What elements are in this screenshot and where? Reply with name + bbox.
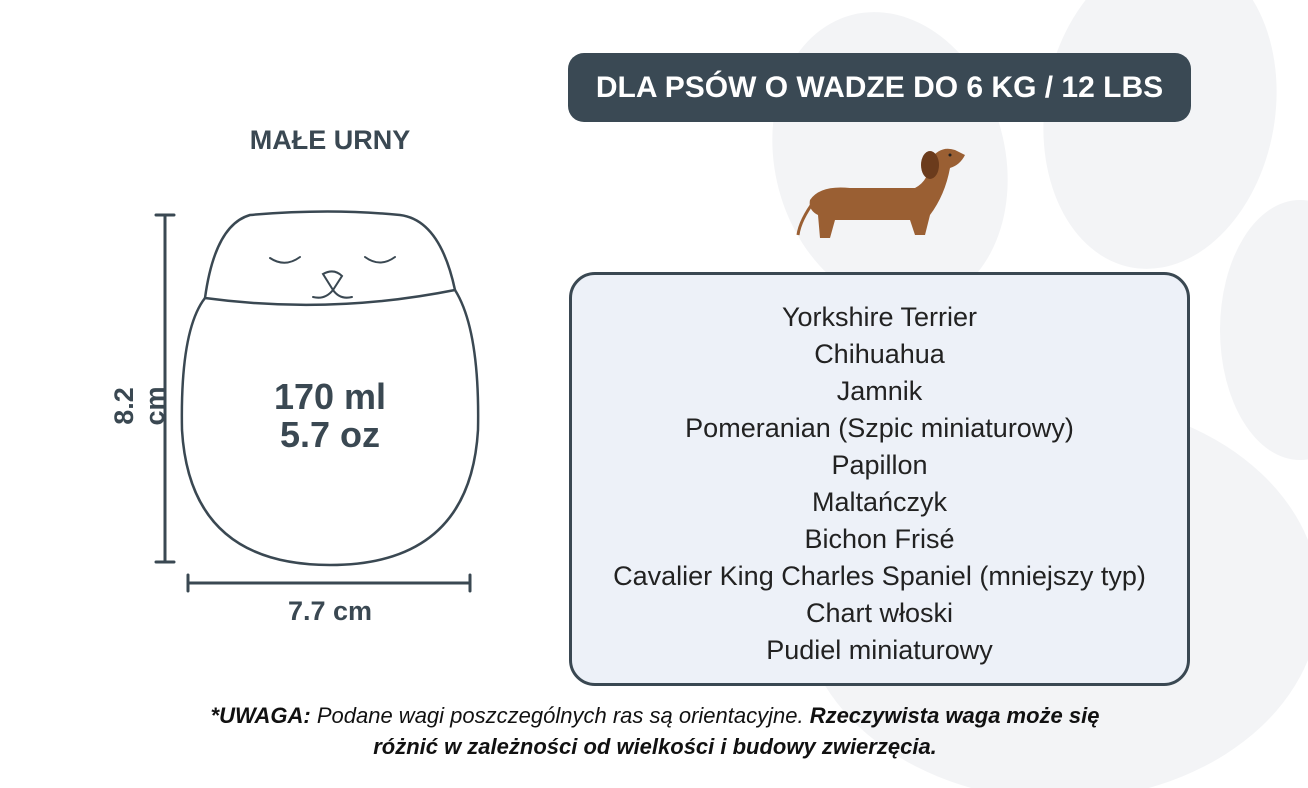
note-prefix: *UWAGA:	[210, 703, 311, 728]
breed-item: Pudiel miniaturowy	[766, 635, 993, 665]
breed-item: Yorkshire Terrier	[781, 302, 978, 332]
breed-item: Papillon	[831, 450, 928, 480]
weight-header: DLA PSÓW O WADZE DO 6 KG / 12 LBS	[568, 53, 1191, 122]
urn-title: MAŁE URNY	[249, 125, 411, 155]
width-label: 7.7 cm	[287, 596, 373, 626]
breed-item: Jamnik	[836, 376, 923, 406]
breed-list-box: Yorkshire Terrier Chihuahua Jamnik Pomer…	[569, 272, 1190, 686]
breed-item: Chart włoski	[805, 598, 954, 628]
height-dimension-line	[154, 213, 176, 564]
weight-header-text: DLA PSÓW O WADZE DO 6 KG / 12 LBS	[595, 70, 1164, 104]
width-dimension-line	[186, 573, 472, 593]
disclaimer-note: *UWAGA: Podane wagi poszczególnych ras s…	[200, 700, 1110, 762]
breed-item: Pomeranian (Szpic miniaturowy)	[685, 413, 1074, 443]
breed-item: Maltańczyk	[811, 487, 948, 517]
dachshund-icon	[796, 148, 965, 238]
volume-oz: 5.7 oz	[279, 414, 381, 455]
cat-urn-illustration	[154, 210, 480, 593]
breed-item: Chihuahua	[814, 339, 945, 369]
height-label: 8.2 cm	[109, 386, 170, 426]
note-bold-text: Rzeczywista waga może się różnić w zależ…	[373, 703, 1100, 759]
urn-volume: 170 ml 5.7 oz	[215, 378, 445, 454]
volume-ml: 170 ml	[273, 376, 387, 417]
breed-item: Bichon Frisé	[804, 524, 955, 554]
breed-item: Cavalier King Charles Spaniel (mniejszy …	[613, 561, 1146, 591]
note-text: Podane wagi poszczególnych ras są orient…	[310, 703, 810, 728]
